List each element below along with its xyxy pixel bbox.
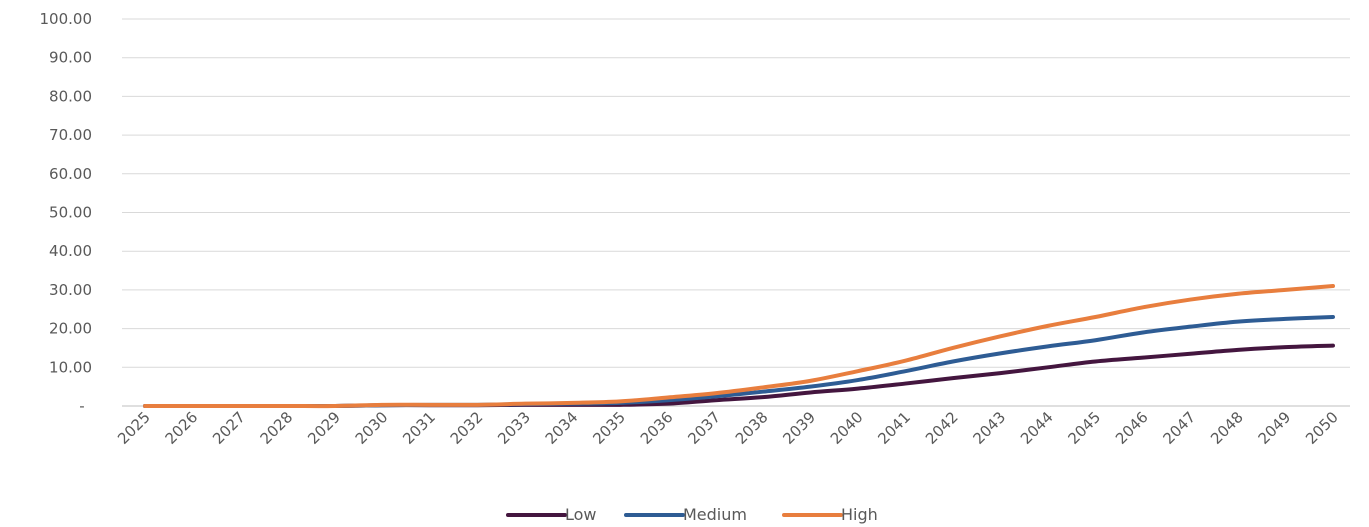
x-tick-label: 2029 bbox=[304, 408, 344, 448]
x-tick-label: 2036 bbox=[637, 408, 677, 448]
y-tick-label: 40.00 bbox=[49, 242, 92, 260]
x-tick-label: 2048 bbox=[1207, 408, 1247, 448]
x-tick-label: 2031 bbox=[399, 408, 439, 448]
y-tick-label: 10.00 bbox=[49, 358, 92, 376]
y-tick-label: 20.00 bbox=[49, 320, 92, 338]
x-tick-label: 2034 bbox=[542, 408, 582, 448]
x-tick-label: 2030 bbox=[352, 408, 392, 448]
x-tick-label: 2041 bbox=[874, 408, 914, 448]
x-tick-label: 2049 bbox=[1255, 408, 1295, 448]
series-lines bbox=[143, 284, 1335, 409]
y-tick-label: 90.00 bbox=[49, 49, 92, 67]
legend-label-medium: Medium bbox=[683, 505, 747, 524]
x-tick-label: 2038 bbox=[732, 408, 772, 448]
legend-label-high: High bbox=[841, 505, 878, 524]
x-tick-label: 2027 bbox=[209, 408, 249, 448]
x-tick-label: 2037 bbox=[684, 408, 724, 448]
x-tick-label: 2039 bbox=[779, 408, 819, 448]
series-line-high bbox=[143, 284, 1335, 409]
series-line-medium bbox=[143, 314, 1335, 409]
x-tick-label: 2033 bbox=[494, 408, 534, 448]
x-tick-label: 2026 bbox=[162, 408, 202, 448]
x-axis-tick-labels: 2025 2026 2027 2028 2029 2030 2031 2032 2033 2034… bbox=[114, 408, 1342, 448]
x-tick-label: 2050 bbox=[1302, 408, 1342, 448]
y-tick-label: 30.00 bbox=[49, 281, 92, 299]
y-tick-label: 80.00 bbox=[49, 87, 92, 105]
x-tick-label: 2032 bbox=[447, 408, 487, 448]
x-tick-label: 2043 bbox=[969, 408, 1009, 448]
x-tick-label: 2040 bbox=[827, 408, 867, 448]
y-tick-label: 50.00 bbox=[49, 204, 92, 222]
x-tick-label: 2046 bbox=[1112, 408, 1152, 448]
x-tick-label: 2042 bbox=[922, 408, 962, 448]
y-tick-label: 60.00 bbox=[49, 165, 92, 183]
y-tick-label: 70.00 bbox=[49, 126, 92, 144]
y-tick-label: - bbox=[79, 397, 84, 415]
x-tick-label: 2035 bbox=[589, 408, 629, 448]
x-tick-label: 2047 bbox=[1160, 408, 1200, 448]
legend: Low Medium High bbox=[506, 505, 878, 524]
x-tick-label: 2025 bbox=[114, 408, 154, 448]
y-tick-label: 100.00 bbox=[40, 10, 93, 28]
y-axis-tick-labels: - 10.00 20.00 30.00 40.00 50.00 60.00 70.00 80.0… bbox=[40, 10, 93, 415]
series-line-low bbox=[143, 343, 1335, 409]
x-tick-label: 2044 bbox=[1017, 408, 1057, 448]
legend-label-low: Low bbox=[565, 505, 597, 524]
x-tick-label: 2045 bbox=[1064, 408, 1104, 448]
gridlines bbox=[122, 18, 1350, 407]
x-tick-label: 2028 bbox=[257, 408, 297, 448]
